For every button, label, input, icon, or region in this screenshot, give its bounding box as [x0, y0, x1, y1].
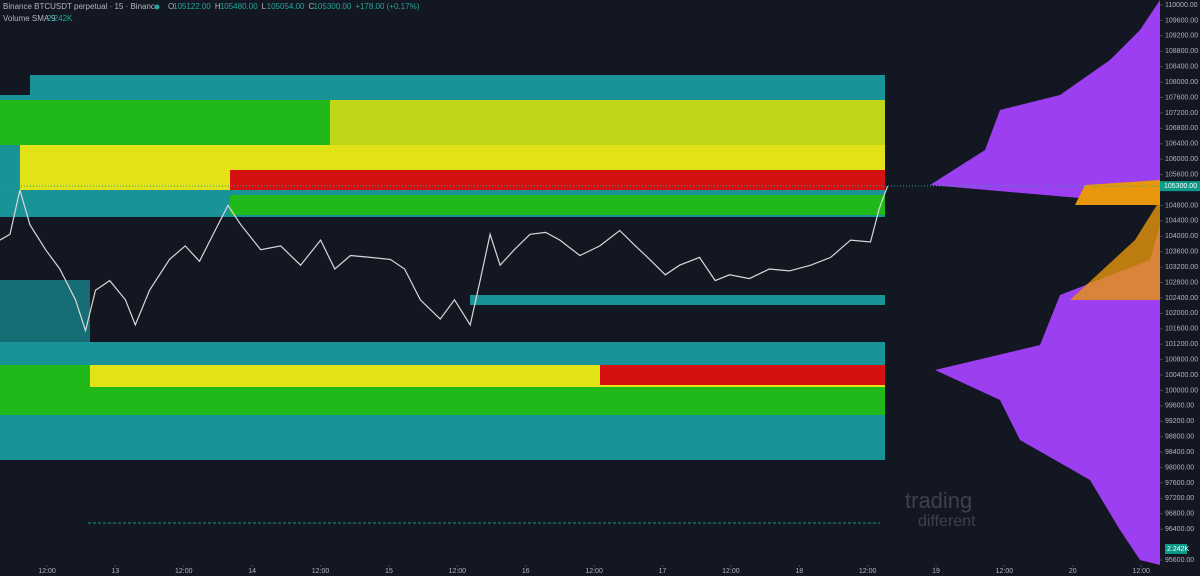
- x-tick-label: 13: [112, 568, 120, 575]
- ohlc-key: C: [308, 2, 314, 11]
- y-tick-label: 100400.00: [1165, 372, 1198, 379]
- indicator-value: 2.242K: [47, 14, 73, 23]
- x-tick-label: 12:00: [859, 568, 877, 575]
- volume-box: [1165, 544, 1187, 554]
- x-tick-label: 20: [1069, 568, 1077, 575]
- profile-shape: [935, 225, 1160, 565]
- watermark: trading different: [905, 488, 976, 530]
- y-tick-label: 103600.00: [1165, 249, 1198, 256]
- y-tick-label: 108800.00: [1165, 48, 1198, 55]
- ohlc-value: 105054.00: [267, 2, 305, 11]
- y-tick-label: 108000.00: [1165, 79, 1198, 86]
- ohlc-value: 105300.00: [313, 2, 351, 11]
- x-tick-label: 12:00: [1132, 568, 1150, 575]
- heat-zone: [470, 295, 885, 305]
- y-tick-label: 98400.00: [1165, 449, 1194, 456]
- x-tick-label: 12:00: [38, 568, 56, 575]
- y-tick-label: 107600.00: [1165, 94, 1198, 101]
- y-tick-label: 98800.00: [1165, 434, 1194, 441]
- x-tick-label: 15: [385, 568, 393, 575]
- x-tick-label: 19: [932, 568, 940, 575]
- y-tick-label: 102000.00: [1165, 310, 1198, 317]
- heat-zone: [600, 365, 885, 385]
- x-tick-label: 12:00: [996, 568, 1014, 575]
- y-tick-label: 106000.00: [1165, 156, 1198, 163]
- y-tick-label: 102400.00: [1165, 295, 1198, 302]
- last-price-box: [1160, 181, 1200, 192]
- profile-shape: [930, 0, 1160, 205]
- y-tick-label: 97200.00: [1165, 495, 1194, 502]
- ohlc-value: 105480.00: [220, 2, 258, 11]
- heatmap: [0, 75, 885, 524]
- profile-shape: [1070, 200, 1160, 300]
- x-tick-label: 17: [659, 568, 667, 575]
- watermark-text: trading: [905, 488, 972, 513]
- price-axis: [1160, 0, 1200, 576]
- profile-shape: [1075, 180, 1160, 205]
- watermark-text: different: [918, 513, 976, 530]
- x-tick-label: 12:00: [175, 568, 193, 575]
- y-tick-label: 97600.00: [1165, 480, 1194, 487]
- y-tick-label: 110000.00: [1165, 2, 1198, 9]
- y-tick-label: 102800.00: [1165, 279, 1198, 286]
- y-tick-label: 104800.00: [1165, 202, 1198, 209]
- x-tick-label: 12:00: [722, 568, 740, 575]
- y-tick-label: 104400.00: [1165, 218, 1198, 225]
- x-tick-label: 16: [522, 568, 530, 575]
- y-tick-label: 103200.00: [1165, 264, 1198, 271]
- y-tick-label: 99200.00: [1165, 418, 1194, 425]
- y-tick-label: 105600.00: [1165, 171, 1198, 178]
- y-tick-label: 101600.00: [1165, 326, 1198, 333]
- ohlc-key: L: [262, 2, 267, 11]
- y-tick-label: 99600.00: [1165, 403, 1194, 410]
- x-tick-label: 12:00: [312, 568, 330, 575]
- y-tick-label: 104000.00: [1165, 233, 1198, 240]
- y-tick-label: 100800.00: [1165, 356, 1198, 363]
- y-tick-label: 100000.00: [1165, 387, 1198, 394]
- ohlc-key: O: [168, 2, 174, 11]
- y-tick-label: 109200.00: [1165, 33, 1198, 40]
- heat-zone: [30, 75, 885, 97]
- volume-profile: [930, 0, 1160, 565]
- y-tick-label: 106800.00: [1165, 125, 1198, 132]
- heat-zone: [230, 195, 885, 215]
- y-tick-label: 101200.00: [1165, 341, 1198, 348]
- y-tick-label: 98000.00: [1165, 464, 1194, 471]
- x-tick-label: 18: [795, 568, 803, 575]
- ohlc-value: 105122.00: [173, 2, 211, 11]
- change: +178.00 (+0.17%): [355, 2, 419, 11]
- y-tick-label: 108400.00: [1165, 64, 1198, 71]
- last-price-label: 105300.00: [1164, 183, 1197, 190]
- volume-label: 2.242K: [1167, 546, 1190, 553]
- ohlc-key: H: [215, 2, 221, 11]
- y-tick-label: 96800.00: [1165, 511, 1194, 518]
- heat-zone: [230, 170, 885, 190]
- status-dot: [154, 4, 160, 10]
- y-tick-label: 106400.00: [1165, 141, 1198, 148]
- indicator-name: Volume SMA 9: [3, 14, 56, 23]
- y-tick-label: 107200.00: [1165, 110, 1198, 117]
- y-tick-label: 96400.00: [1165, 526, 1194, 533]
- x-tick-label: 12:00: [449, 568, 467, 575]
- x-tick-label: 12:00: [585, 568, 603, 575]
- chart-title: Binance BTCUSDT perpetual · 15 · Binance: [3, 2, 160, 11]
- x-tick-label: 14: [248, 568, 256, 575]
- heat-zone: [330, 100, 885, 145]
- y-tick-label: 109600.00: [1165, 17, 1198, 24]
- y-tick-label: 95600.00: [1165, 557, 1194, 564]
- price-line: [0, 185, 889, 333]
